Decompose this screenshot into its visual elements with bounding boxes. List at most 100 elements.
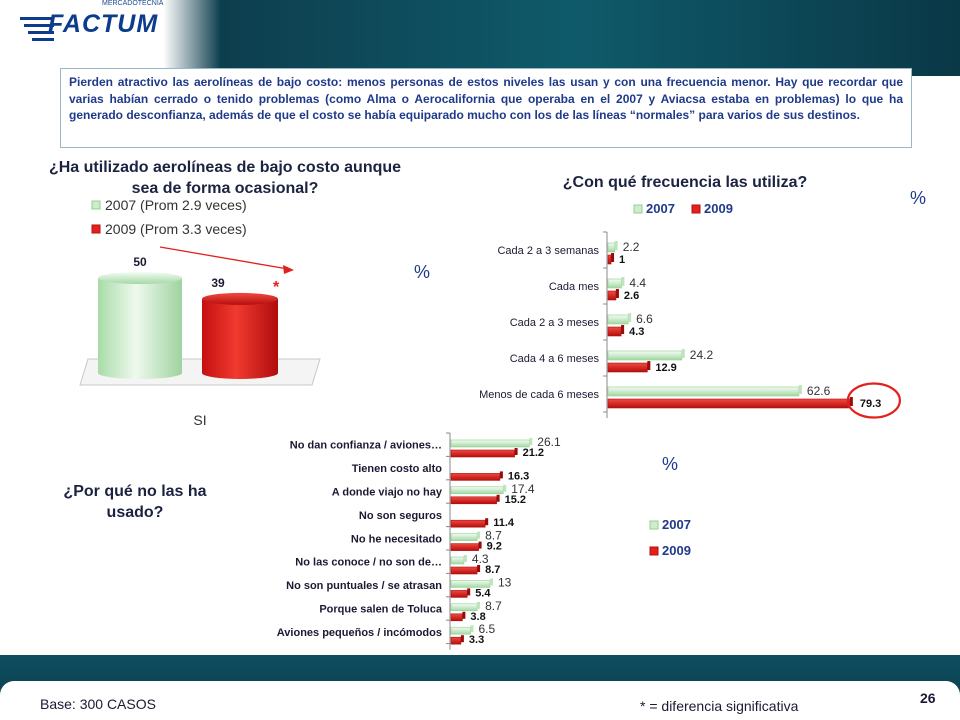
value-label-2007: 17.4 bbox=[511, 482, 535, 496]
bar-side-2009 bbox=[496, 494, 500, 502]
value-label-2007: 50 bbox=[133, 255, 147, 269]
chart2-unit-label: % bbox=[910, 188, 927, 208]
value-label-2007: 4.3 bbox=[472, 552, 489, 566]
category-label: No son seguros bbox=[359, 510, 442, 522]
bar-side-2009 bbox=[477, 565, 481, 572]
legend-swatch-2009 bbox=[649, 546, 659, 556]
bar-2009 bbox=[607, 254, 612, 265]
bar-side-2007 bbox=[463, 555, 467, 562]
category-label: No son puntuales / se atrasan bbox=[286, 580, 442, 592]
category-label: Tienen costo alto bbox=[352, 463, 443, 475]
category-label: Cada 4 a 6 meses bbox=[510, 353, 600, 365]
value-label-2007: 62.6 bbox=[807, 384, 831, 398]
bar-side-2009 bbox=[621, 325, 625, 334]
bar-2009 bbox=[450, 590, 468, 598]
bar-2007 bbox=[450, 486, 504, 495]
bar-side-2009 bbox=[499, 471, 503, 479]
bar-2009 bbox=[450, 543, 479, 551]
intro-text-box: Pierden atractivo las aerolíneas de bajo… bbox=[60, 68, 912, 148]
bar-side-2009 bbox=[647, 361, 651, 370]
bar-2009 bbox=[607, 290, 617, 301]
bar-2007 bbox=[607, 386, 800, 397]
bar-2007 bbox=[450, 626, 471, 635]
category-label: Porque salen de Toluca bbox=[319, 604, 443, 616]
bar-side-2009 bbox=[478, 541, 482, 549]
bar-side-2007 bbox=[477, 531, 481, 539]
bar-2007 bbox=[607, 314, 629, 325]
bar-2007 bbox=[607, 242, 616, 253]
value-label-2007: 6.5 bbox=[479, 622, 496, 636]
bar-2009 bbox=[607, 362, 648, 373]
legend-swatch-2007 bbox=[649, 520, 659, 530]
value-label-2009: 12.9 bbox=[655, 362, 676, 374]
value-label-2007: 2.2 bbox=[623, 240, 640, 254]
legend-swatch-2007 bbox=[633, 204, 643, 214]
category-label: Cada 2 a 3 meses bbox=[510, 317, 600, 329]
legend-label-2007: 2007 (Prom 2.9 veces) bbox=[105, 197, 247, 213]
value-label-2007: 13 bbox=[498, 575, 512, 589]
legend-swatch-2009 bbox=[91, 224, 101, 234]
cylinder-top-2007 bbox=[98, 272, 182, 284]
bar-side-2007 bbox=[503, 484, 507, 492]
chart-used-low-cost: 2007 (Prom 2.9 veces) 2009 (Prom 3.3 vece… bbox=[79, 197, 321, 428]
intro-text: Pierden atractivo las aerolíneas de bajo… bbox=[69, 75, 903, 122]
value-label-2007: 4.4 bbox=[629, 276, 646, 290]
bar-side-2007 bbox=[477, 601, 481, 609]
legend-swatch-2009 bbox=[691, 204, 701, 214]
bar-side-2007 bbox=[621, 277, 625, 286]
bar-2009 bbox=[450, 449, 515, 458]
value-label-2009: 16.3 bbox=[508, 470, 529, 482]
bar-2009 bbox=[450, 636, 462, 645]
trend-arrow-line bbox=[159, 246, 289, 270]
bar-2007 bbox=[450, 556, 465, 565]
logo-text: FACTUM bbox=[48, 10, 159, 38]
factum-logo: MERCADOTECNIA FACTUM bbox=[18, 0, 163, 48]
bar-side-2009 bbox=[485, 518, 489, 526]
cylinder-top-2009 bbox=[202, 292, 278, 305]
bar-side-2009 bbox=[467, 588, 471, 596]
trend-arrow-head bbox=[283, 265, 294, 274]
category-label: No las conoce / no son de… bbox=[295, 557, 442, 569]
value-label-2009: 1 bbox=[619, 254, 625, 266]
page-number: 26 bbox=[920, 690, 936, 706]
bar-side-2007 bbox=[614, 241, 618, 250]
chart1-unit-label: % bbox=[414, 262, 431, 282]
chart-frequency: Cada 2 a 3 semanas 2.21 Cada mes 4.42.6 Cada… bbox=[479, 201, 901, 419]
legend-label-2009: 2009 bbox=[704, 201, 733, 216]
bar-2009 bbox=[607, 326, 622, 337]
value-label-2009: 21.2 bbox=[523, 447, 544, 459]
highlight-circle bbox=[846, 382, 901, 419]
value-label-2009: 3.8 bbox=[470, 611, 485, 623]
footer-card bbox=[0, 681, 960, 720]
cylinder-body-2009 bbox=[202, 298, 278, 379]
bar-2009 bbox=[450, 496, 497, 505]
bar-side-2007 bbox=[798, 385, 802, 394]
x-category-label: SI bbox=[193, 412, 206, 428]
bar-side-2009 bbox=[460, 635, 464, 643]
legend-label-2009: 2009 (Prom 3.3 veces) bbox=[105, 221, 247, 237]
value-label-2007: 26.1 bbox=[537, 435, 561, 449]
category-label: No dan confianza / aviones… bbox=[290, 440, 442, 452]
cylinder-body-2007 bbox=[98, 278, 182, 379]
legend-label-2009: 2009 bbox=[662, 543, 691, 558]
legend-swatch-2007 bbox=[91, 200, 101, 210]
bar-side-2009 bbox=[849, 397, 853, 406]
bar-2007 bbox=[450, 580, 491, 588]
bar-2009 bbox=[450, 519, 486, 528]
bar-2007 bbox=[607, 278, 622, 289]
value-label-2007: 6.6 bbox=[636, 312, 653, 326]
question-why-not: ¿Por qué no las ha usado? bbox=[63, 483, 207, 521]
category-label: Aviones pequeños / incómodos bbox=[277, 627, 442, 639]
bar-2009 bbox=[607, 398, 851, 409]
value-label-2009: 79.3 bbox=[860, 398, 881, 410]
value-label-2009: 39 bbox=[211, 276, 225, 290]
bar-2007 bbox=[450, 603, 478, 612]
bar-side-2007 bbox=[628, 313, 632, 322]
value-label-2009: 15.2 bbox=[505, 494, 526, 506]
bar-side-2009 bbox=[611, 253, 615, 262]
significance-marker: * bbox=[273, 279, 280, 296]
bar-side-2009 bbox=[615, 289, 619, 298]
question-used-low-cost: ¿Ha utilizado aerolíneas de bajo costo a… bbox=[48, 159, 402, 197]
value-label-2009: 11.4 bbox=[493, 517, 515, 529]
bar-2009 bbox=[450, 566, 478, 575]
